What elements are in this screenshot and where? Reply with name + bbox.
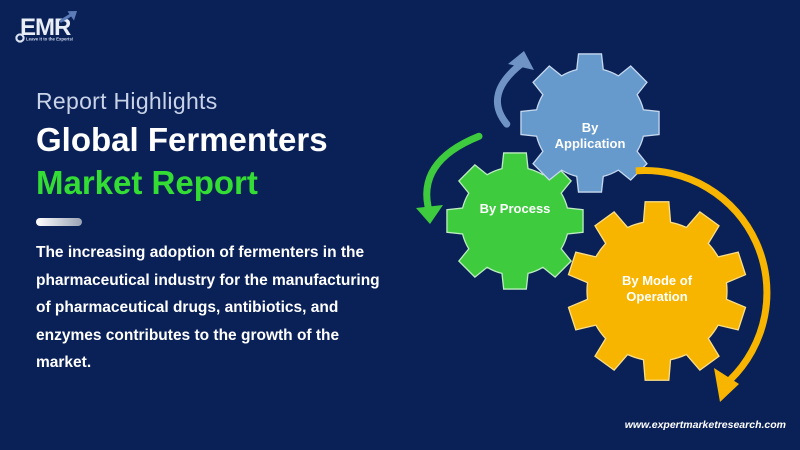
svg-text:Operation: Operation: [626, 289, 687, 304]
svg-text:By: By: [582, 120, 599, 135]
svg-text:Leave it to the Experts!: Leave it to the Experts!: [26, 37, 74, 42]
svg-text:By Process: By Process: [480, 201, 551, 216]
svg-text:Application: Application: [555, 136, 626, 151]
svg-text:By Mode of: By Mode of: [622, 273, 693, 288]
